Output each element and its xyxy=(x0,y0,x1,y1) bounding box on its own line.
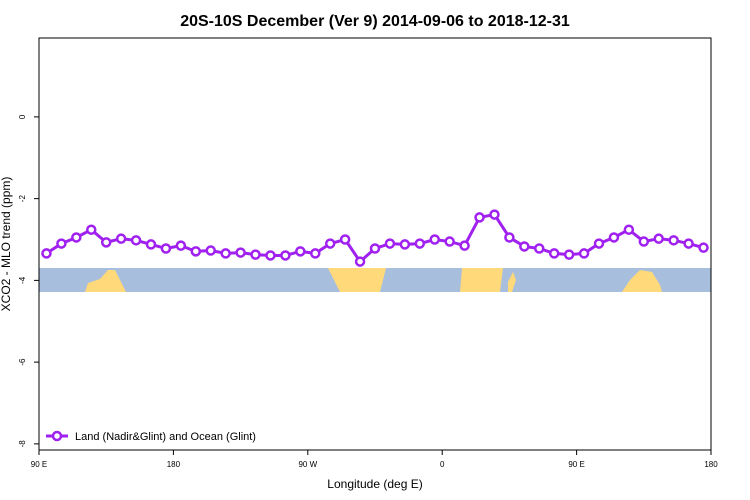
data-point xyxy=(190,246,202,257)
y-tick-label: -4 xyxy=(18,276,27,284)
data-point xyxy=(459,240,470,251)
series-line xyxy=(45,212,704,264)
x-tick-label: 180 xyxy=(167,460,181,469)
data-point xyxy=(548,248,560,259)
data-point xyxy=(668,235,679,246)
land xyxy=(460,268,503,292)
data-point xyxy=(175,240,187,251)
x-tick-label: 180 xyxy=(704,460,718,469)
data-point xyxy=(354,256,366,267)
y-tick-label: -2 xyxy=(18,195,27,203)
data-point xyxy=(145,239,157,250)
data-point xyxy=(71,232,82,243)
y-tick-label: -6 xyxy=(18,358,27,366)
data-point xyxy=(220,248,231,259)
data-point xyxy=(638,236,650,247)
data-point xyxy=(160,243,172,254)
data-point xyxy=(265,250,276,261)
data-point xyxy=(235,247,246,258)
x-tick-label: 90 W xyxy=(298,460,317,469)
data-point xyxy=(100,237,112,248)
legend-marker xyxy=(51,430,63,442)
data-point xyxy=(414,238,426,249)
data-point xyxy=(429,234,440,245)
data-point xyxy=(698,242,709,253)
x-tick-label: 90 E xyxy=(568,460,584,469)
data-point xyxy=(339,234,351,245)
land xyxy=(328,268,386,292)
data-point xyxy=(295,246,306,257)
chart-title: 20S-10S December (Ver 9) 2014-09-06 to 2… xyxy=(180,13,570,30)
data-point xyxy=(250,249,261,260)
data-point xyxy=(519,241,530,252)
data-point xyxy=(369,243,381,254)
y-tick-label: 0 xyxy=(18,114,27,119)
data-point xyxy=(489,209,500,220)
data-point xyxy=(115,233,127,244)
data-point xyxy=(444,236,455,247)
data-point xyxy=(578,248,590,259)
y-axis-label: XCO2 - MLO trend (ppm) xyxy=(0,177,13,312)
data-point xyxy=(280,250,291,261)
land-ocean-strip xyxy=(39,268,711,292)
y-tick-label: -8 xyxy=(18,440,27,448)
data-point xyxy=(608,232,620,243)
data-point xyxy=(653,233,664,244)
data-point xyxy=(41,248,52,259)
data-point xyxy=(86,224,97,235)
data-point xyxy=(504,232,515,243)
data-point xyxy=(399,239,411,250)
data-point xyxy=(205,245,216,256)
data-point xyxy=(384,238,396,249)
data-point xyxy=(683,238,694,249)
data-point xyxy=(56,238,67,249)
data-point xyxy=(310,248,321,259)
data-point xyxy=(534,243,545,254)
x-tick-label: 90 E xyxy=(31,460,47,469)
data-point xyxy=(563,249,575,260)
data-point xyxy=(324,238,336,249)
plot-frame xyxy=(38,37,712,451)
land xyxy=(622,270,662,292)
land xyxy=(508,272,516,292)
land xyxy=(85,270,126,292)
data-point xyxy=(623,224,635,235)
data-point xyxy=(474,212,485,223)
x-tick-label: 0 xyxy=(440,460,445,469)
data-point xyxy=(593,238,605,249)
legend-label: Land (Nadir&Glint) and Ocean (Glint) xyxy=(75,431,256,443)
x-axis-label: Longitude (deg E) xyxy=(327,477,422,491)
data-point xyxy=(130,235,142,246)
